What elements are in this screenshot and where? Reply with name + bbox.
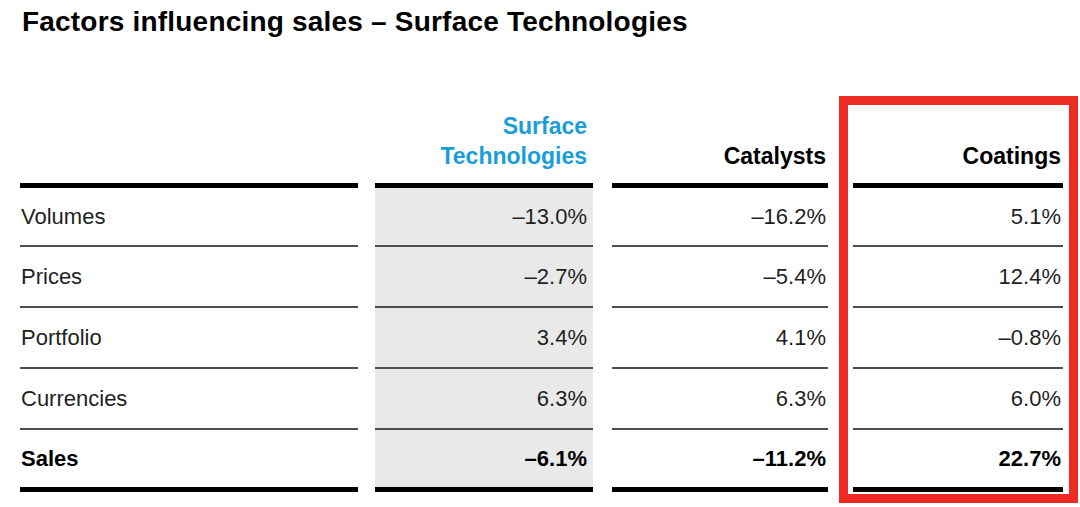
page-title: Factors influencing sales – Surface Tech… <box>22 6 688 38</box>
table-header-row: Surface Technologies Catalysts Coatings <box>20 97 1063 188</box>
value-catalysts: –5.4% <box>612 247 828 308</box>
value-coatings: 6.0% <box>853 369 1063 430</box>
row-label: Currencies <box>20 369 358 430</box>
value-surface-technologies: 6.3% <box>375 369 593 430</box>
value-surface-technologies: –13.0% <box>375 188 593 247</box>
row-label: Prices <box>20 247 358 308</box>
value-catalysts: –11.2% <box>612 430 828 492</box>
value-catalysts: –16.2% <box>612 188 828 247</box>
value-surface-technologies: –2.7% <box>375 247 593 308</box>
table-row-sales-total: Sales –6.1% –11.2% 22.7% <box>20 430 1063 492</box>
value-catalysts: 4.1% <box>612 308 828 369</box>
table-row-volumes: Volumes –13.0% –16.2% 5.1% <box>20 188 1063 247</box>
table-row-prices: Prices –2.7% –5.4% 12.4% <box>20 247 1063 308</box>
value-coatings: –0.8% <box>853 308 1063 369</box>
col-header-surface-technologies: Surface Technologies <box>375 97 593 188</box>
row-label: Sales <box>20 430 358 492</box>
table-row-portfolio: Portfolio 3.4% 4.1% –0.8% <box>20 308 1063 369</box>
header-row-label-spacer <box>20 97 358 188</box>
col-header-catalysts: Catalysts <box>612 97 828 188</box>
factors-table: Surface Technologies Catalysts Coatings … <box>20 97 1063 492</box>
value-coatings: 12.4% <box>853 247 1063 308</box>
value-coatings: 5.1% <box>853 188 1063 247</box>
value-surface-technologies: –6.1% <box>375 430 593 492</box>
table-row-currencies: Currencies 6.3% 6.3% 6.0% <box>20 369 1063 430</box>
row-label: Portfolio <box>20 308 358 369</box>
report-page: Factors influencing sales – Surface Tech… <box>0 0 1080 507</box>
row-label: Volumes <box>20 188 358 247</box>
value-surface-technologies: 3.4% <box>375 308 593 369</box>
value-coatings: 22.7% <box>853 430 1063 492</box>
value-catalysts: 6.3% <box>612 369 828 430</box>
col-header-coatings: Coatings <box>853 97 1063 188</box>
